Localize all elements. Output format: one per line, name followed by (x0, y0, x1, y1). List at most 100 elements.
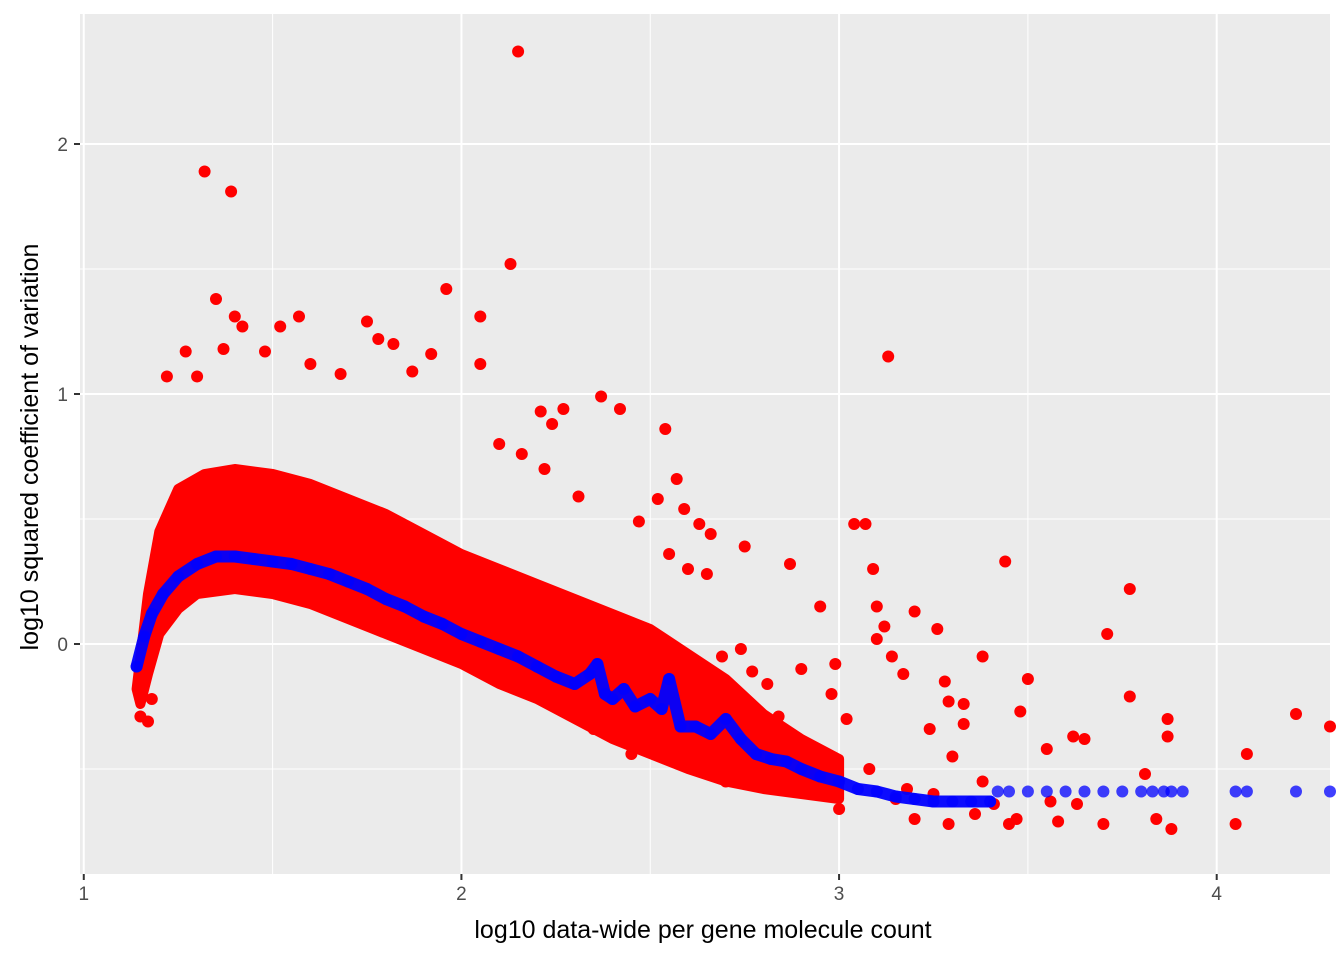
fitted-point (765, 753, 778, 765)
fitted-point (674, 720, 687, 733)
fitted-point (1290, 785, 1302, 798)
observed-point (761, 678, 774, 690)
fitted-point (795, 763, 808, 775)
observed-point (957, 718, 970, 730)
observed-point (772, 710, 785, 723)
fitted-point (210, 550, 222, 563)
observed-density-region (131, 464, 845, 804)
fitted-point (719, 713, 732, 725)
observed-point (493, 438, 506, 450)
observed-point (1044, 795, 1057, 808)
observed-point (946, 750, 959, 763)
observed-point (1161, 713, 1174, 725)
observed-point (784, 558, 796, 570)
observed-point (825, 688, 838, 700)
fitted-point (750, 748, 762, 760)
fitted-point (591, 658, 604, 670)
observed-point (885, 650, 898, 663)
y-axis-title: log10 squared coefficient of variation (16, 244, 44, 651)
observed-point (976, 650, 989, 663)
fitted-point (655, 703, 668, 715)
fitted-point (927, 795, 940, 808)
observed-point (738, 758, 751, 770)
fitted-point (1165, 785, 1178, 798)
observed-point (674, 738, 687, 750)
fitted-point (780, 755, 793, 768)
y-axis: 0 1 2 (57, 135, 80, 656)
observed-point (795, 663, 808, 675)
fitted-point (734, 733, 747, 745)
observed-point (716, 650, 728, 663)
fitted-point (145, 608, 158, 620)
observed-point (738, 540, 751, 553)
observed-point (734, 643, 747, 655)
observed-point (1101, 628, 1114, 640)
fitted-point (583, 668, 596, 680)
observed-point (689, 663, 702, 675)
observed-point (595, 390, 608, 403)
observed-point (840, 713, 853, 725)
fitted-point (814, 770, 827, 783)
observed-point (863, 763, 876, 775)
observed-point (1021, 673, 1034, 685)
observed-point (259, 345, 271, 358)
observed-point (538, 463, 551, 475)
fitted-point (870, 785, 883, 798)
fitted-point (689, 720, 702, 733)
y-tick-label: 0 (57, 635, 68, 656)
observed-point (704, 528, 717, 540)
fitted-point (323, 568, 336, 580)
observed-point (145, 693, 158, 705)
observed-point (897, 668, 910, 680)
fitted-point (663, 673, 676, 685)
fitted-point (1021, 785, 1034, 798)
fitted-point (304, 563, 317, 575)
observed-point (867, 563, 880, 575)
x-tick-label: 3 (834, 884, 845, 905)
observed-point (651, 493, 664, 505)
fitted-point (266, 555, 279, 568)
fitted-point (1324, 785, 1336, 798)
observed-point (587, 723, 600, 735)
observed-point (1139, 768, 1151, 780)
fitted-point (1078, 785, 1091, 798)
observed-point (474, 310, 487, 323)
observed-point (859, 518, 872, 530)
fitted-point (361, 583, 373, 595)
observed-point (274, 320, 287, 333)
fitted-point (285, 558, 298, 570)
x-axis: 1 2 3 4 (78, 874, 1222, 905)
observed-point (719, 775, 732, 788)
fitted-point (474, 635, 487, 648)
observed-point (1078, 733, 1091, 745)
observed-point (372, 333, 385, 345)
observed-point (1290, 708, 1302, 720)
observed-point (938, 675, 951, 688)
y-tick-label: 2 (57, 135, 68, 156)
x-tick-label: 1 (78, 884, 89, 905)
observed-point (969, 808, 981, 820)
fitted-point (417, 610, 430, 623)
fitted-point (908, 793, 921, 805)
y-tick-label: 1 (57, 385, 68, 406)
fitted-point (191, 558, 204, 570)
observed-point (225, 185, 238, 198)
observed-point (908, 605, 921, 618)
fitted-point (228, 550, 241, 563)
observed-point (999, 555, 1012, 568)
observed-point (1123, 690, 1136, 703)
fitted-point (629, 700, 642, 713)
fitted-point (1146, 785, 1159, 798)
observed-point (1067, 730, 1080, 743)
observed-point (942, 818, 955, 830)
observed-point (727, 683, 740, 695)
observed-point (878, 620, 891, 633)
fitted-point (1229, 785, 1242, 798)
observed-point (678, 503, 691, 515)
observed-point (515, 448, 528, 460)
observed-point (814, 600, 827, 613)
observed-point (682, 563, 694, 575)
fitted-point (398, 600, 411, 613)
